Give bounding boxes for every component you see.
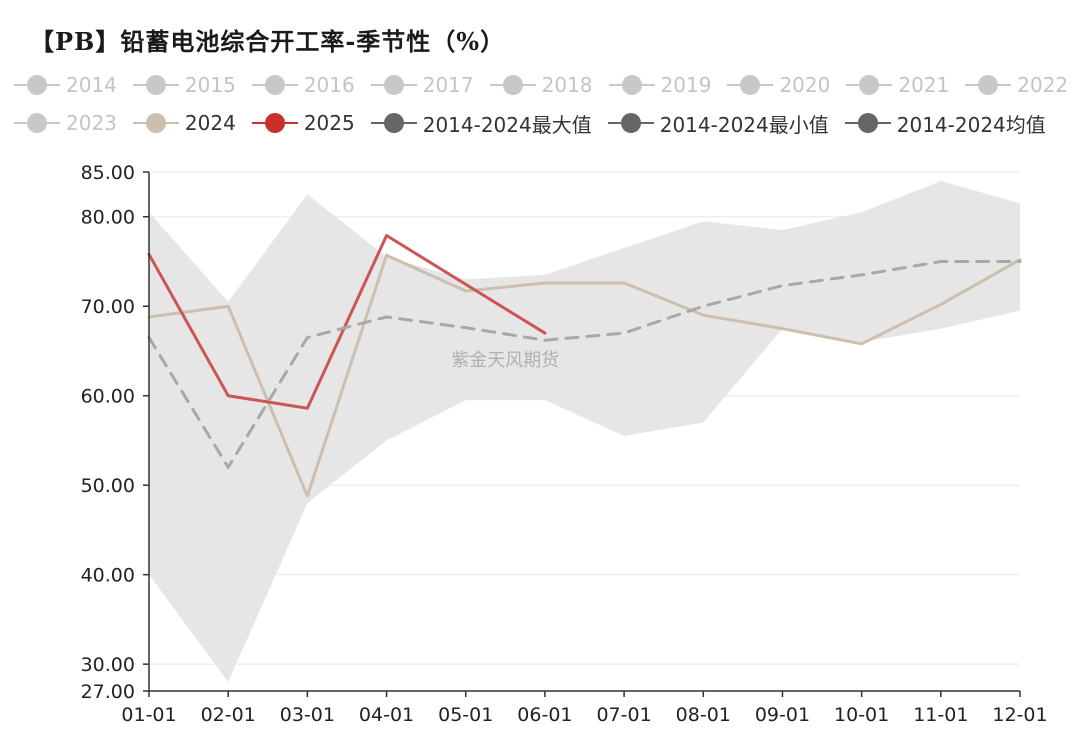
legend-item-2014[interactable]: 2014 (14, 73, 117, 97)
legend-item-2015[interactable]: 2015 (132, 73, 236, 97)
y-tick-label: 60.00 (81, 386, 135, 408)
legend-label: 2014 (66, 73, 117, 97)
legend-marker-icon (608, 75, 655, 95)
legend-marker-icon (132, 113, 179, 133)
legend-marker-icon (14, 75, 60, 95)
legend-item-2021[interactable]: 2021 (846, 73, 949, 97)
legend-item-2014-2024最大值[interactable]: 2014-2024最大值 (370, 109, 592, 138)
legend-label: 2017 (422, 73, 474, 97)
legend-item-2025[interactable]: 2025 (251, 111, 355, 135)
legend-label: 2018 (541, 73, 593, 97)
legend-item-2017[interactable]: 2017 (370, 73, 474, 97)
x-tick-label: 12-01 (992, 704, 1047, 726)
legend-item-2019[interactable]: 2019 (608, 73, 712, 97)
x-tick-label: 06-01 (517, 704, 572, 726)
legend-item-2020[interactable]: 2020 (727, 73, 830, 97)
series-line-2025 (147, 234, 547, 410)
legend-label: 2020 (779, 73, 831, 97)
legend-item-2023[interactable]: 2023 (14, 111, 117, 135)
y-tick-label: 50.00 (81, 475, 135, 497)
legend-label: 2014-2024最小值 (659, 112, 829, 137)
legend-label: 2015 (184, 73, 236, 97)
legend-marker-icon (132, 75, 179, 95)
series-line-2014-2024均值 (147, 259, 1022, 469)
legend-item-2014-2024最小值[interactable]: 2014-2024最小值 (607, 109, 829, 138)
min-max-band (149, 180, 1020, 683)
legend-marker-icon (844, 113, 891, 133)
x-tick-label: 10-01 (834, 704, 889, 726)
legend-item-2016[interactable]: 2016 (251, 73, 355, 97)
legend-label: 2014-2024均值 (896, 112, 1046, 137)
legend-item-2022[interactable]: 2022 (965, 73, 1068, 97)
legend-marker-icon (846, 75, 893, 95)
legend-item-2024[interactable]: 2024 (132, 111, 236, 135)
legend-row: 2023 2024 2025 2014-2024最大值 2014-2024最小值 2014… (14, 104, 1074, 142)
legend-label: 2024 (184, 111, 236, 135)
y-tick-label: 30.00 (81, 654, 135, 676)
watermark: 紫金天风期货 (451, 350, 559, 371)
chart-title: 【PB】铅蓄电池综合开工率-季节性（%） (30, 27, 506, 56)
legend-label: 2025 (303, 111, 355, 135)
legend-label: 2021 (898, 73, 950, 97)
y-tick-label: 85.00 (81, 162, 135, 184)
legend-marker-icon (965, 75, 1012, 95)
legend: 2014 2015 2016 2017 2018 2019 2020 2021 2022 2023… (14, 66, 1074, 142)
x-tick-label: 04-01 (359, 704, 414, 726)
legend-marker-icon (370, 75, 417, 95)
x-tick-label: 08-01 (676, 704, 731, 726)
x-tick-label: 11-01 (913, 704, 968, 726)
legend-label: 2022 (1017, 73, 1069, 97)
legend-marker-icon (727, 75, 774, 95)
legend-marker-icon (607, 113, 654, 133)
series-line-2024 (147, 253, 1022, 498)
x-tick-label: 09-01 (755, 704, 810, 726)
legend-label: 2016 (303, 73, 355, 97)
legend-marker-icon (370, 113, 417, 133)
legend-item-2018[interactable]: 2018 (489, 73, 593, 97)
legend-label: 2014-2024最大值 (422, 112, 592, 137)
legend-label: 2023 (66, 111, 117, 135)
legend-item-2014-2024均值[interactable]: 2014-2024均值 (844, 109, 1046, 138)
legend-marker-icon (251, 113, 298, 133)
y-tick-label: 70.00 (81, 296, 135, 318)
x-tick-label: 07-01 (596, 704, 651, 726)
x-tick-label: 01-01 (121, 704, 176, 726)
y-tick-label: 40.00 (81, 565, 135, 587)
legend-marker-icon (251, 75, 298, 95)
legend-row: 2014 2015 2016 2017 2018 2019 2020 2021 2022 (14, 66, 1074, 104)
y-tick-label: 27.00 (81, 681, 135, 703)
legend-marker-icon (489, 75, 536, 95)
x-tick-label: 02-01 (201, 704, 256, 726)
legend-label: 2019 (660, 73, 712, 97)
legend-marker-icon (14, 113, 60, 133)
x-tick-label: 03-01 (280, 704, 335, 726)
x-tick-label: 05-01 (438, 704, 493, 726)
y-tick-label: 80.00 (81, 207, 135, 229)
